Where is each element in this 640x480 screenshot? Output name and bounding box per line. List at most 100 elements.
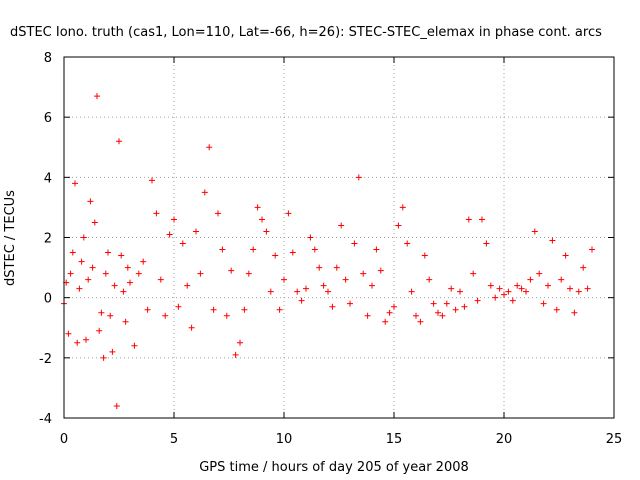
data-point <box>325 288 331 295</box>
grid-layer <box>64 57 614 418</box>
data-point <box>197 270 204 277</box>
data-point <box>245 270 252 277</box>
data-point <box>78 258 85 265</box>
data-point <box>67 270 74 277</box>
data-point <box>76 285 83 292</box>
data-point <box>120 288 127 295</box>
data-point <box>116 138 122 145</box>
data-point <box>298 297 305 304</box>
data-point <box>355 174 362 181</box>
y-tick-label: -4 <box>39 412 52 427</box>
data-point <box>175 303 182 310</box>
data-point <box>140 258 147 265</box>
data-point <box>430 300 437 307</box>
y-tick-label: -2 <box>39 352 52 367</box>
data-point <box>505 288 512 295</box>
data-point <box>404 240 411 247</box>
y-tick-label: 2 <box>44 232 52 247</box>
data-point <box>567 285 573 292</box>
chart-title: dSTEC Iono. truth (cas1, Lon=110, Lat=-6… <box>10 25 602 40</box>
data-point <box>457 288 463 295</box>
y-axis-title: dSTEC / TECUs <box>3 190 18 286</box>
data-point <box>98 309 105 316</box>
data-point <box>272 252 279 259</box>
data-point <box>276 306 283 313</box>
y-tick-label: 0 <box>44 292 52 307</box>
data-point <box>149 177 155 184</box>
data-point <box>74 339 81 346</box>
data-point <box>210 306 217 313</box>
x-axis-title: GPS time / hours of day 205 of year 2008 <box>199 460 469 475</box>
data-point <box>241 306 248 313</box>
data-point <box>206 144 213 151</box>
data-point <box>131 342 138 349</box>
x-tick-label: 25 <box>606 432 623 447</box>
data-point <box>487 282 494 289</box>
data-point <box>105 249 111 256</box>
data-point <box>527 276 534 283</box>
data-point <box>294 288 301 295</box>
data-point <box>87 198 94 205</box>
data-point <box>351 240 358 247</box>
data-point <box>575 288 582 295</box>
data-point <box>562 252 569 259</box>
data-point <box>373 246 380 253</box>
y-tick-label: 4 <box>44 171 52 186</box>
data-point <box>72 180 78 187</box>
data-point <box>395 222 402 229</box>
data-point <box>109 348 116 355</box>
data-point <box>122 318 129 325</box>
data-point <box>558 276 565 283</box>
data-point <box>571 309 578 316</box>
data-point <box>474 297 481 304</box>
data-point <box>107 312 114 319</box>
data-point <box>311 246 318 253</box>
data-point <box>426 276 433 283</box>
data-point <box>135 270 142 277</box>
data-point <box>531 228 538 235</box>
data-point <box>157 276 164 283</box>
plot-frame <box>63 56 615 419</box>
data-point <box>91 219 98 226</box>
data-point <box>188 324 195 331</box>
data-point <box>69 249 76 256</box>
y-tick-label: 6 <box>44 111 52 126</box>
data-point <box>215 210 221 217</box>
data-point <box>219 246 226 253</box>
data-point <box>501 291 507 298</box>
data-point <box>545 282 551 289</box>
data-point <box>496 285 503 292</box>
data-point <box>153 210 160 217</box>
data-point <box>421 252 428 259</box>
data-point <box>113 402 120 409</box>
data-point <box>589 246 595 253</box>
data-point <box>347 300 353 307</box>
data-point <box>127 279 133 286</box>
y-tick-label: 8 <box>44 51 52 66</box>
data-point <box>364 312 371 319</box>
x-tick-label: 20 <box>496 432 513 447</box>
data-point <box>514 282 521 289</box>
data-point <box>307 234 314 241</box>
data-point <box>80 234 87 241</box>
x-tick-label: 0 <box>60 432 68 447</box>
data-point <box>85 276 92 283</box>
x-tick-label: 5 <box>170 432 178 447</box>
x-tick-label: 10 <box>276 432 293 447</box>
data-point <box>540 300 547 307</box>
data-point <box>553 306 560 313</box>
data-point <box>448 285 455 292</box>
data-point <box>435 309 441 316</box>
data-point <box>479 216 485 223</box>
data-point <box>223 312 230 319</box>
data-point <box>408 288 415 295</box>
data-point <box>193 228 199 235</box>
data-point <box>102 270 109 277</box>
data-point <box>443 300 450 307</box>
data-point <box>94 93 100 100</box>
data-point <box>162 312 169 319</box>
data-point <box>118 252 125 259</box>
data-point <box>452 306 459 313</box>
data-point <box>111 282 118 289</box>
